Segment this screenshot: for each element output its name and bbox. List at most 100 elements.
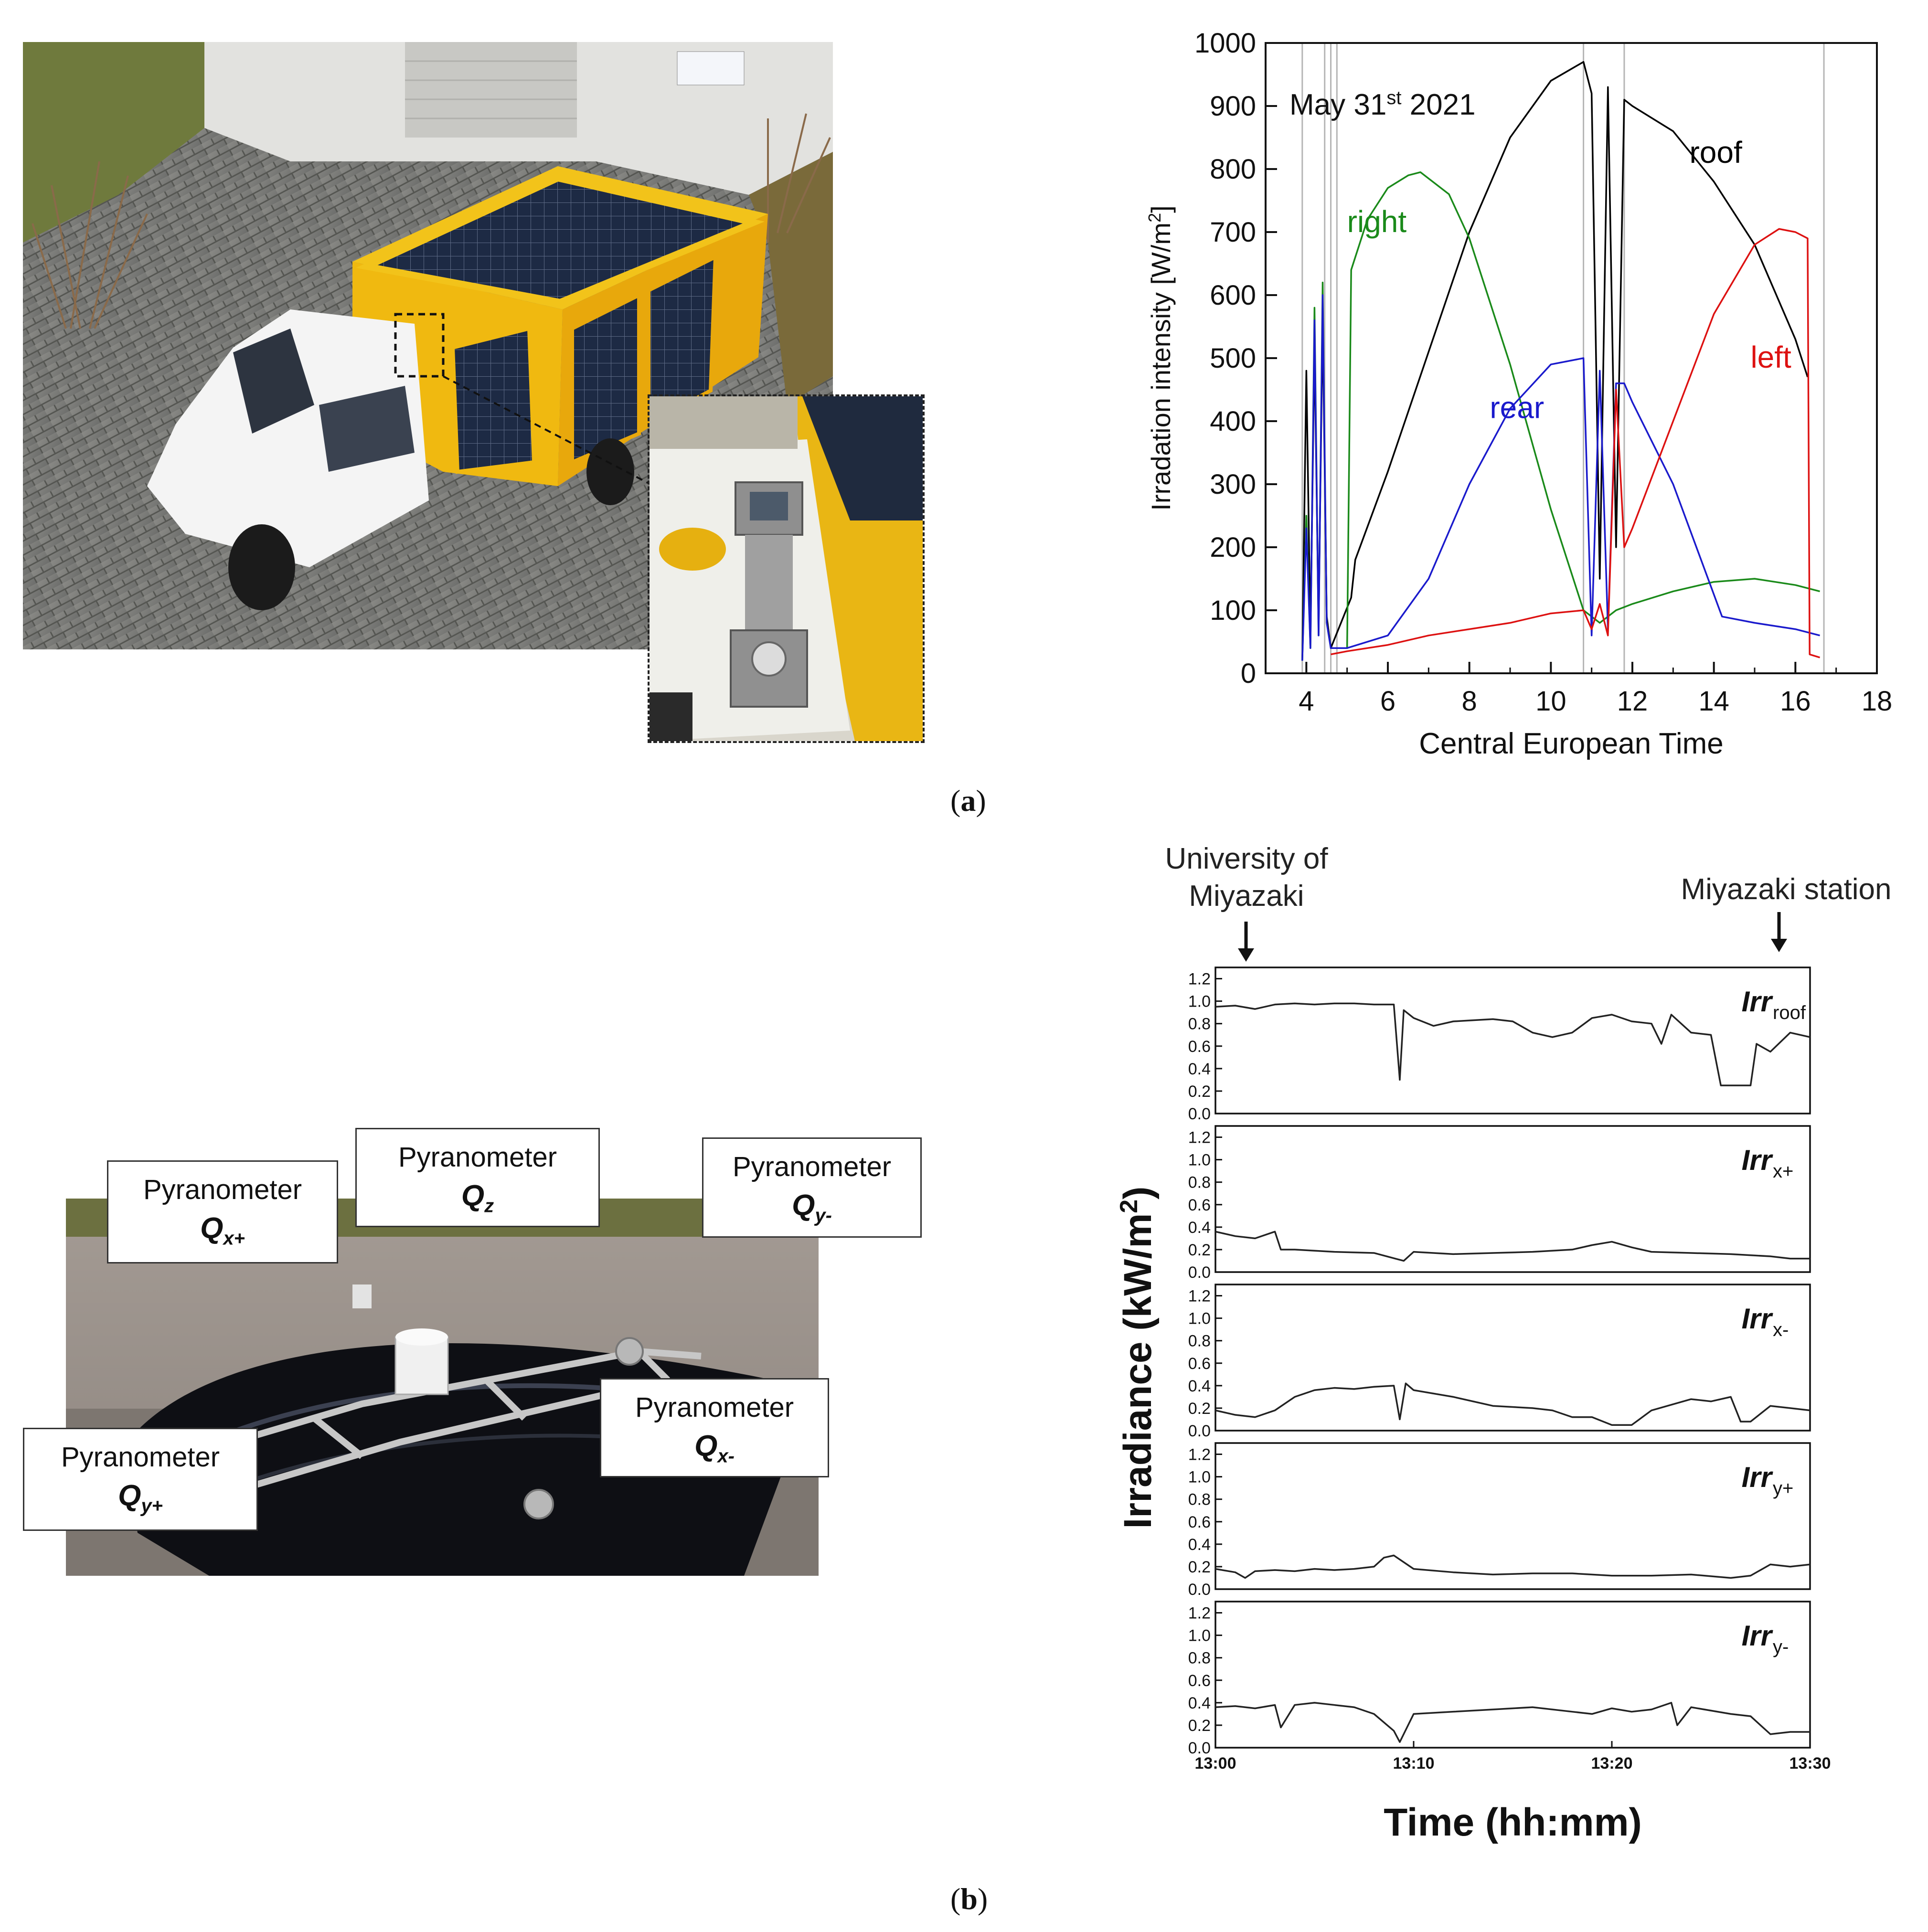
- y-tick-label: 1.2: [1188, 1446, 1211, 1464]
- route-start-arrow: [1238, 922, 1254, 962]
- y-tick-label: 400: [1210, 406, 1256, 437]
- subplot-frame: [1214, 1601, 1811, 1749]
- y-tick-label: 1.2: [1188, 1287, 1211, 1306]
- subplot-frame: [1214, 1284, 1811, 1432]
- callout-symbol: Qx+: [200, 1212, 245, 1249]
- callout-title: Pyranometer: [143, 1174, 302, 1205]
- y-tick-label: 0.2: [1188, 1241, 1211, 1259]
- subplot-frame: [1214, 1125, 1811, 1273]
- y-tick-label: 0.4: [1188, 1060, 1211, 1078]
- y-tick-label: 0.8: [1188, 1015, 1211, 1033]
- series-label-irr-x+: Irr: [1742, 1144, 1774, 1176]
- series-line-rear: [1301, 294, 1820, 661]
- series-label-right: right: [1347, 204, 1407, 239]
- y-tick-label: 0.8: [1188, 1649, 1211, 1667]
- y-tick-label: 0.6: [1188, 1513, 1211, 1531]
- y-tick-label: 0.0: [1188, 1581, 1211, 1599]
- y-tick-label: 0.4: [1188, 1536, 1211, 1554]
- series-line-irr-x-: [1215, 1382, 1811, 1426]
- series-label-sub-roof: roof: [1773, 1002, 1806, 1023]
- y-tick-label: 0.2: [1188, 1717, 1211, 1735]
- y-tick-label: 300: [1210, 469, 1256, 500]
- callout-pyranometer-qy-minus: Pyranometer Qy-: [702, 1137, 922, 1238]
- series-label-roof: roof: [1689, 135, 1742, 170]
- route-start-label: University of Miyazaki: [1165, 842, 1328, 913]
- x-tick-label: 18: [1862, 686, 1893, 717]
- y-tick-label: 0.4: [1188, 1694, 1211, 1712]
- x-tick-label: 8: [1462, 686, 1477, 717]
- route-end-arrow: [1771, 912, 1787, 952]
- y-tick-label: 0.6: [1188, 1672, 1211, 1690]
- y-tick-label: 800: [1210, 154, 1256, 185]
- y-tick-label: 500: [1210, 343, 1256, 374]
- route-end-label: Miyazaki station: [1681, 873, 1892, 906]
- callout-pyranometer-qz: Pyranometer Qz: [355, 1128, 600, 1227]
- panel-label-b: (b): [950, 1882, 988, 1916]
- y-tick-label: 0.0: [1188, 1739, 1211, 1757]
- x-tick-label: 6: [1380, 686, 1395, 717]
- x-axis-label: Central European Time: [1419, 727, 1724, 760]
- y-tick-label: 1.0: [1188, 1310, 1211, 1328]
- y-tick-label: 0.8: [1188, 1491, 1211, 1509]
- y-tick-label: 1.2: [1188, 970, 1211, 988]
- callout-pyranometer-qx-minus: Pyranometer Qx-: [600, 1378, 829, 1477]
- x-axis-label: Time (hh:mm): [1384, 1801, 1642, 1844]
- photo-truck: [23, 42, 833, 649]
- series-line-right: [1301, 171, 1820, 661]
- series-label-sub-x-: x-: [1773, 1319, 1789, 1340]
- y-tick-label: 600: [1210, 280, 1256, 311]
- y-axis-label: Irradation intensity [W/m2]: [1145, 205, 1176, 510]
- series-label-irr-x-: Irr: [1742, 1303, 1774, 1335]
- callout-symbol: Qy+: [118, 1479, 163, 1517]
- subplot-frame: [1214, 1442, 1811, 1590]
- x-tick-label: 16: [1780, 686, 1811, 717]
- y-tick-label: 0.2: [1188, 1083, 1211, 1101]
- panel-label-a: (a): [950, 784, 986, 817]
- callout-title: Pyranometer: [398, 1142, 557, 1173]
- x-tick-label: 14: [1698, 686, 1729, 717]
- series-line-irr-roof: [1215, 1002, 1811, 1086]
- series-label-sub-x+: x+: [1773, 1161, 1793, 1182]
- x-tick-label: 4: [1299, 686, 1314, 717]
- y-tick-label: 0.4: [1188, 1377, 1211, 1395]
- y-tick-label: 0.0: [1188, 1263, 1211, 1282]
- series-label-left: left: [1750, 340, 1791, 374]
- y-tick-label: 1000: [1194, 28, 1256, 59]
- x-tick-label: 12: [1617, 686, 1648, 717]
- y-tick-label: 1.0: [1188, 1151, 1211, 1169]
- series-label-irr-y-: Irr: [1742, 1620, 1774, 1652]
- subplot-frame: [1214, 966, 1811, 1115]
- callout-symbol: Qz: [461, 1179, 494, 1217]
- y-tick-label: 0.8: [1188, 1332, 1211, 1350]
- series-label-sub-y-: y-: [1773, 1636, 1789, 1657]
- x-tick-label: 13:00: [1195, 1754, 1236, 1773]
- y-tick-label: 0.8: [1188, 1174, 1211, 1192]
- series-label-sub-y+: y+: [1773, 1478, 1793, 1499]
- photo-sensor-inset: [648, 394, 925, 743]
- series-label-irr-y+: Irr: [1742, 1461, 1774, 1493]
- y-tick-label: 0.6: [1188, 1038, 1211, 1056]
- x-tick-label: 10: [1535, 686, 1566, 717]
- y-tick-label: 0.6: [1188, 1355, 1211, 1373]
- y-tick-label: 1.2: [1188, 1129, 1211, 1147]
- y-tick-label: 100: [1210, 595, 1256, 626]
- series-label-irr-roof: Irr: [1742, 986, 1774, 1018]
- series-line-irr-x+: [1215, 1231, 1810, 1262]
- y-tick-label: 0.0: [1188, 1422, 1211, 1440]
- callout-symbol: Qx-: [694, 1430, 735, 1467]
- y-tick-label: 0.4: [1188, 1219, 1211, 1237]
- callout-title: Pyranometer: [61, 1442, 220, 1473]
- chart-a: 4 6 8 10 12 14 16 18 0 100 200 300 400 500 600 700 800 90…: [1145, 28, 1893, 760]
- x-tick-label: 13:10: [1393, 1754, 1435, 1773]
- y-tick-label: 1.0: [1188, 993, 1211, 1011]
- callout-symbol: Qy-: [792, 1189, 832, 1226]
- series-line-left: [1331, 228, 1821, 658]
- callout-pyranometer-qx-plus: Pyranometer Qx+: [107, 1160, 338, 1263]
- y-axis-label: Irradiance (kW/m2): [1115, 1187, 1160, 1529]
- y-tick-label: 900: [1210, 91, 1256, 122]
- series-line-irr-y-: [1215, 1702, 1810, 1743]
- y-tick-label: 0.2: [1188, 1400, 1211, 1418]
- y-tick-label: 0.0: [1188, 1105, 1211, 1123]
- y-tick-label: 200: [1210, 532, 1256, 563]
